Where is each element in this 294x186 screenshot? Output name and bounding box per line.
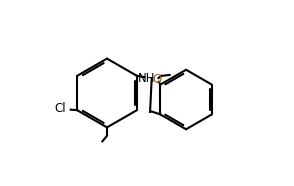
Text: Cl: Cl xyxy=(54,102,66,115)
Text: O: O xyxy=(153,73,162,86)
Text: NH: NH xyxy=(138,72,156,84)
